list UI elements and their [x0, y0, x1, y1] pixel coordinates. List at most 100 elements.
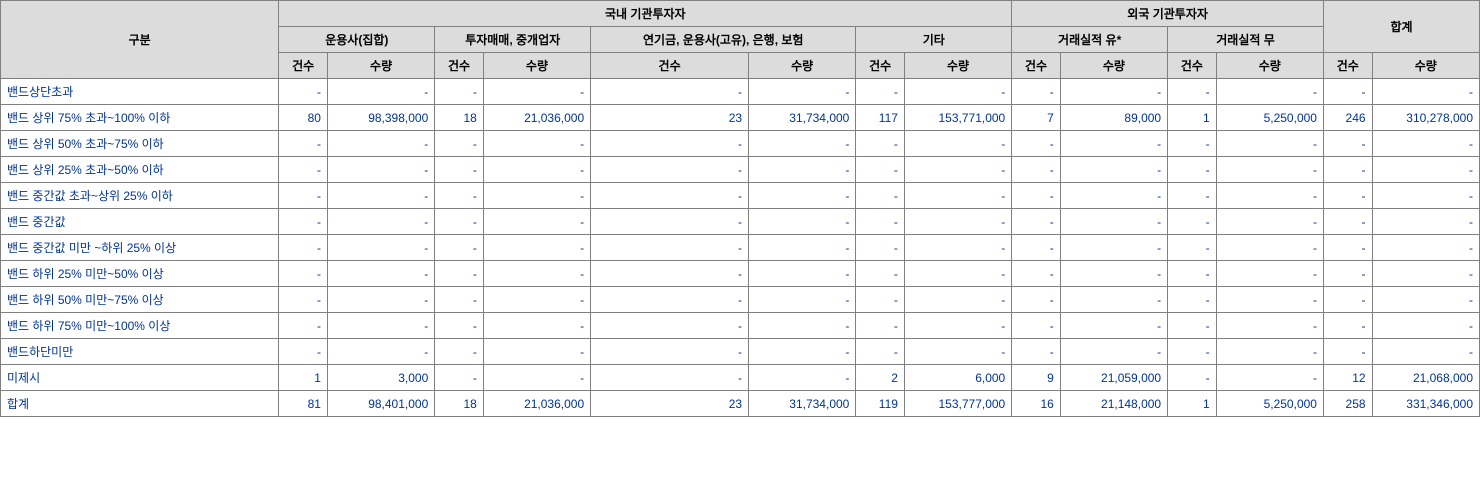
cell-value: 3,000: [327, 365, 434, 391]
cell-value: -: [435, 183, 484, 209]
cell-value: -: [1060, 261, 1167, 287]
row-label: 밴드상단초과: [1, 79, 279, 105]
cell-value: 331,346,000: [1372, 391, 1479, 417]
header-quantity: 수량: [1216, 53, 1323, 79]
cell-value: -: [749, 365, 856, 391]
header-foreign: 외국 기관투자자: [1012, 1, 1324, 27]
header-count: 건수: [1168, 53, 1217, 79]
cell-value: -: [1060, 79, 1167, 105]
cell-value: -: [1168, 339, 1217, 365]
cell-value: -: [904, 183, 1011, 209]
cell-value: -: [1323, 235, 1372, 261]
cell-value: 23: [591, 105, 749, 131]
table-body: 밴드상단초과--------------밴드 상위 75% 초과~100% 이하…: [1, 79, 1480, 417]
cell-value: -: [591, 339, 749, 365]
cell-value: -: [1012, 313, 1061, 339]
cell-value: -: [856, 261, 905, 287]
cell-value: -: [327, 183, 434, 209]
header-quantity: 수량: [327, 53, 434, 79]
cell-value: -: [1060, 339, 1167, 365]
cell-value: 1: [1168, 105, 1217, 131]
header-count: 건수: [1323, 53, 1372, 79]
table-row: 밴드 중간값 미만 ~하위 25% 이상--------------: [1, 235, 1480, 261]
cell-value: -: [483, 235, 590, 261]
cell-value: 21,036,000: [483, 105, 590, 131]
cell-value: -: [327, 261, 434, 287]
table-row: 밴드상단초과--------------: [1, 79, 1480, 105]
cell-value: -: [591, 287, 749, 313]
header-count: 건수: [591, 53, 749, 79]
table-row: 밴드 하위 50% 미만~75% 이상--------------: [1, 287, 1480, 313]
header-total: 합계: [1323, 1, 1479, 53]
cell-value: 21,036,000: [483, 391, 590, 417]
cell-value: -: [1372, 157, 1479, 183]
cell-value: -: [483, 313, 590, 339]
cell-value: -: [1323, 131, 1372, 157]
cell-value: 21,148,000: [1060, 391, 1167, 417]
cell-value: -: [1323, 183, 1372, 209]
cell-value: -: [856, 339, 905, 365]
cell-value: -: [856, 313, 905, 339]
cell-value: -: [327, 157, 434, 183]
cell-value: -: [856, 157, 905, 183]
cell-value: 21,068,000: [1372, 365, 1479, 391]
table-row: 밴드 상위 50% 초과~75% 이하--------------: [1, 131, 1480, 157]
cell-value: -: [1323, 79, 1372, 105]
cell-value: -: [483, 339, 590, 365]
cell-value: -: [749, 313, 856, 339]
cell-value: -: [279, 261, 328, 287]
cell-value: 31,734,000: [749, 105, 856, 131]
cell-value: 1: [279, 365, 328, 391]
cell-value: -: [327, 131, 434, 157]
header-broker: 투자매매, 중개업자: [435, 27, 591, 53]
cell-value: -: [856, 235, 905, 261]
header-quantity: 수량: [483, 53, 590, 79]
row-label: 밴드하단미만: [1, 339, 279, 365]
cell-value: 23: [591, 391, 749, 417]
cell-value: 31,734,000: [749, 391, 856, 417]
cell-value: -: [749, 261, 856, 287]
cell-value: -: [904, 79, 1011, 105]
cell-value: 80: [279, 105, 328, 131]
table-row: 밴드 상위 25% 초과~50% 이하--------------: [1, 157, 1480, 183]
investor-table: 구분 국내 기관투자자 외국 기관투자자 합계 운용사(집합) 투자매매, 중개…: [0, 0, 1480, 417]
cell-value: -: [327, 235, 434, 261]
cell-value: -: [749, 209, 856, 235]
cell-value: -: [1168, 79, 1217, 105]
table-row: 미제시13,000----26,000921,059,000--1221,068…: [1, 365, 1480, 391]
cell-value: -: [327, 287, 434, 313]
header-count: 건수: [856, 53, 905, 79]
cell-value: 18: [435, 391, 484, 417]
cell-value: -: [1168, 313, 1217, 339]
cell-value: -: [1216, 209, 1323, 235]
cell-value: -: [856, 209, 905, 235]
cell-value: -: [1012, 261, 1061, 287]
header-count: 건수: [1012, 53, 1061, 79]
cell-value: -: [591, 235, 749, 261]
table-row: 밴드 중간값--------------: [1, 209, 1480, 235]
cell-value: 246: [1323, 105, 1372, 131]
cell-value: -: [279, 287, 328, 313]
cell-value: -: [1060, 313, 1167, 339]
cell-value: -: [591, 261, 749, 287]
header-quantity: 수량: [904, 53, 1011, 79]
header-count: 건수: [435, 53, 484, 79]
cell-value: -: [1372, 261, 1479, 287]
cell-value: -: [1012, 339, 1061, 365]
header-mgmt: 운용사(집합): [279, 27, 435, 53]
cell-value: 16: [1012, 391, 1061, 417]
header-pension: 연기금, 운용사(고유), 은행, 보험: [591, 27, 856, 53]
cell-value: 21,059,000: [1060, 365, 1167, 391]
cell-value: -: [327, 339, 434, 365]
cell-value: -: [1168, 235, 1217, 261]
table-header: 구분 국내 기관투자자 외국 기관투자자 합계 운용사(집합) 투자매매, 중개…: [1, 1, 1480, 79]
cell-value: -: [1012, 209, 1061, 235]
cell-value: -: [279, 235, 328, 261]
cell-value: -: [279, 131, 328, 157]
cell-value: -: [1168, 157, 1217, 183]
cell-value: -: [483, 209, 590, 235]
cell-value: -: [1168, 209, 1217, 235]
header-quantity: 수량: [749, 53, 856, 79]
row-label: 합계: [1, 391, 279, 417]
cell-value: -: [1060, 235, 1167, 261]
